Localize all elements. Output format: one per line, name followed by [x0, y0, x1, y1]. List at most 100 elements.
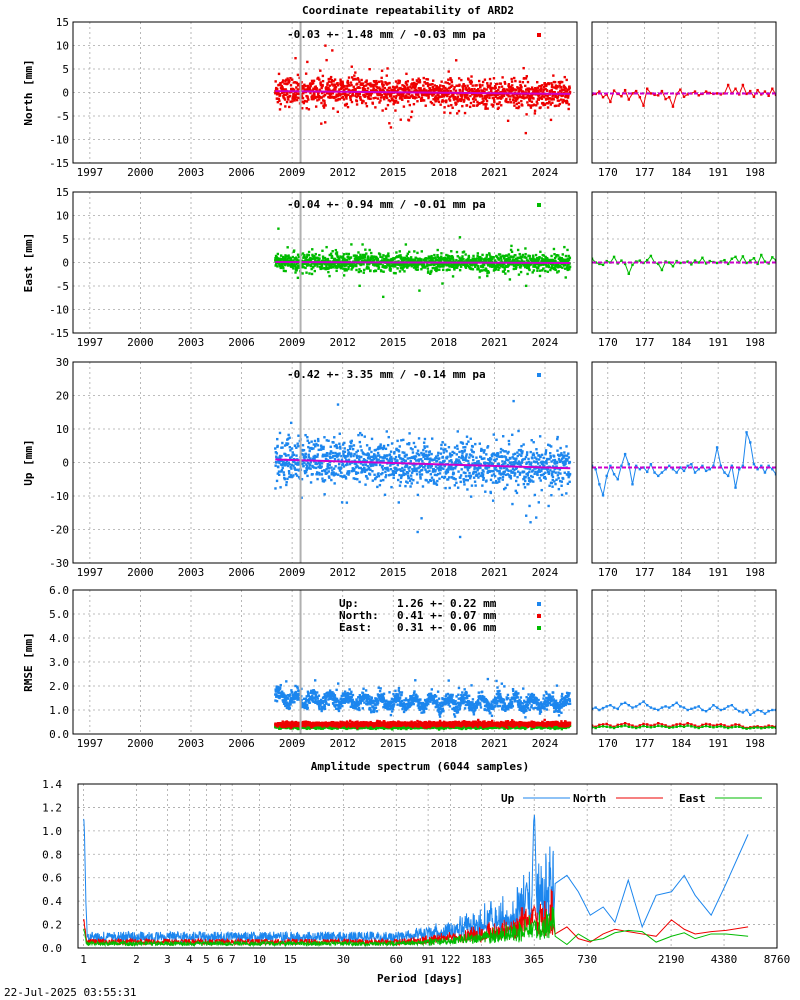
up-point — [557, 471, 560, 474]
north-point — [521, 96, 524, 99]
north-point — [289, 76, 292, 80]
north-point — [440, 89, 443, 93]
east-point — [487, 259, 490, 262]
east-point — [321, 267, 324, 270]
north-point — [454, 95, 457, 99]
up-point — [368, 457, 372, 460]
up-point — [544, 477, 547, 480]
up-point — [453, 446, 457, 449]
up-point — [289, 456, 292, 460]
up-point — [337, 473, 340, 476]
zoom-north-point — [649, 92, 653, 95]
up-point — [320, 462, 324, 465]
north-point — [463, 84, 467, 88]
up-point — [365, 444, 369, 447]
up-point — [481, 473, 485, 476]
north-point — [451, 84, 454, 87]
up-point — [370, 455, 373, 459]
east-point — [275, 255, 278, 259]
up-point — [486, 462, 489, 465]
up-point — [454, 465, 458, 468]
zoom-north-point — [774, 93, 776, 97]
east-point — [538, 274, 542, 278]
up-point — [306, 436, 309, 439]
north-point — [401, 94, 405, 97]
zoom-north-point — [642, 104, 645, 107]
north-point — [476, 103, 480, 106]
up-point — [395, 469, 399, 472]
east-point — [539, 263, 543, 266]
up-point — [528, 478, 532, 481]
north-point — [544, 94, 547, 97]
up-point — [290, 467, 293, 470]
north-point — [424, 104, 427, 107]
up-point — [447, 466, 450, 469]
rmse-panel: 1997 2000 2003 2006 2009 2012 2015 2018 2021 2024… — [22, 584, 777, 750]
east-point — [484, 257, 487, 260]
up-point — [359, 466, 363, 470]
north-point — [503, 88, 506, 91]
north-point — [545, 83, 548, 86]
east-point — [325, 265, 328, 268]
north-point — [404, 82, 408, 85]
east-point — [556, 266, 560, 269]
north-point — [293, 96, 296, 99]
up-point — [392, 476, 395, 480]
up-point — [434, 465, 438, 468]
up-point — [360, 455, 363, 459]
east-point — [305, 255, 309, 258]
north-point — [344, 87, 347, 90]
up-point — [544, 449, 548, 452]
zoom-up-point — [592, 464, 594, 468]
up-point — [377, 474, 381, 478]
east-point — [439, 262, 442, 266]
north-point — [381, 83, 384, 86]
up-point — [297, 445, 300, 448]
up-point — [503, 455, 506, 458]
north-point — [492, 98, 496, 102]
up-point — [382, 478, 385, 482]
east-point — [407, 250, 411, 254]
north-point — [486, 107, 489, 110]
up-point — [558, 459, 561, 462]
north-point — [542, 90, 545, 93]
up-point — [408, 469, 411, 473]
north-point — [507, 100, 510, 104]
north-point — [541, 84, 544, 87]
up-point — [548, 452, 552, 455]
up-point — [476, 473, 479, 477]
x-tick-label: 2003 — [178, 566, 205, 579]
up-point — [518, 453, 521, 456]
north-point — [354, 92, 358, 95]
east-point — [546, 257, 549, 261]
up-point — [520, 444, 523, 448]
east-point — [297, 255, 301, 259]
up-point — [364, 453, 367, 456]
x-tick-label: 2006 — [228, 566, 255, 579]
east-point — [523, 256, 527, 259]
north-point — [462, 83, 465, 86]
up-point — [382, 444, 386, 448]
east-point — [310, 267, 313, 271]
north-point — [490, 88, 493, 91]
zoom-up-point — [741, 464, 745, 468]
east-point — [366, 255, 370, 258]
east-point — [392, 271, 396, 275]
up-point — [557, 477, 560, 480]
up-point — [516, 462, 520, 466]
up-point — [371, 470, 374, 473]
x-tick-label: 2000 — [127, 566, 154, 579]
up-point — [424, 453, 428, 457]
north-point — [516, 96, 520, 99]
up-point — [420, 451, 423, 455]
east-point — [279, 254, 283, 257]
up-point — [504, 473, 508, 477]
up-point — [465, 442, 469, 446]
east-point — [560, 256, 564, 260]
up-point — [480, 448, 484, 452]
east-point — [282, 255, 285, 259]
north-point — [514, 99, 518, 102]
east-point — [538, 255, 541, 259]
north-point — [406, 86, 410, 89]
up-point — [381, 459, 384, 463]
